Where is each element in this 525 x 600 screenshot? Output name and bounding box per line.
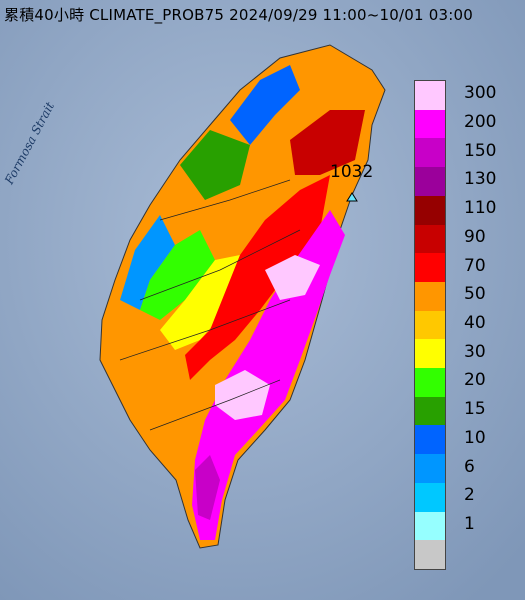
legend-label: 15 — [464, 399, 486, 420]
legend-label: 70 — [464, 255, 486, 276]
rain-zone-pink — [265, 255, 320, 300]
legend-swatch — [415, 195, 445, 225]
station-label: 1032 — [330, 162, 374, 182]
legend-swatch — [415, 224, 445, 254]
legend-label: 2 — [464, 485, 475, 506]
legend-swatch — [415, 339, 445, 369]
rain-zone-yellow — [160, 255, 240, 350]
rain-zone-darkred — [290, 110, 365, 175]
legend-swatch — [415, 511, 445, 541]
triangle-marker-icon — [346, 192, 358, 202]
legend-swatch — [415, 310, 445, 340]
rain-zone-purple — [195, 455, 220, 520]
county-boundaries — [119, 179, 301, 431]
legend-swatch — [415, 540, 445, 570]
legend-label: 50 — [464, 284, 486, 305]
rain-zone-north-blue — [230, 65, 300, 145]
map-title: 累積40小時 CLIMATE_PROB75 2024/09/29 11:00~1… — [4, 6, 473, 24]
legend-label: 130 — [464, 169, 497, 190]
legend-label: 110 — [464, 198, 497, 219]
rain-zone-north-green — [180, 130, 250, 200]
legend-label: 90 — [464, 226, 486, 247]
legend-label: 40 — [464, 313, 486, 333]
legend-label: 300 — [464, 83, 497, 104]
legend-swatch — [415, 368, 445, 398]
legend-swatch — [415, 281, 445, 311]
rain-zone-low-west — [120, 215, 175, 310]
legend-swatch — [415, 454, 445, 484]
legend-label: 10 — [464, 427, 486, 448]
rain-zone-green-west — [140, 230, 215, 320]
rain-zone-magenta — [192, 210, 345, 540]
legend-label: 6 — [464, 456, 475, 477]
legend-label: 20 — [464, 370, 486, 391]
rain-zone-red — [185, 175, 330, 380]
legend-colorbar — [414, 80, 446, 570]
legend-swatch — [415, 396, 445, 426]
legend-swatch — [415, 425, 445, 455]
legend-label: 30 — [464, 341, 486, 362]
legend-swatch — [415, 482, 445, 512]
legend-swatch — [415, 109, 445, 139]
legend-swatch — [415, 138, 445, 168]
legend-swatch — [415, 81, 445, 110]
legend-swatch — [415, 253, 445, 283]
legend-label: 200 — [464, 112, 497, 133]
legend-label: 1 — [464, 513, 475, 534]
legend-swatch — [415, 167, 445, 197]
legend-label: 150 — [464, 140, 497, 161]
